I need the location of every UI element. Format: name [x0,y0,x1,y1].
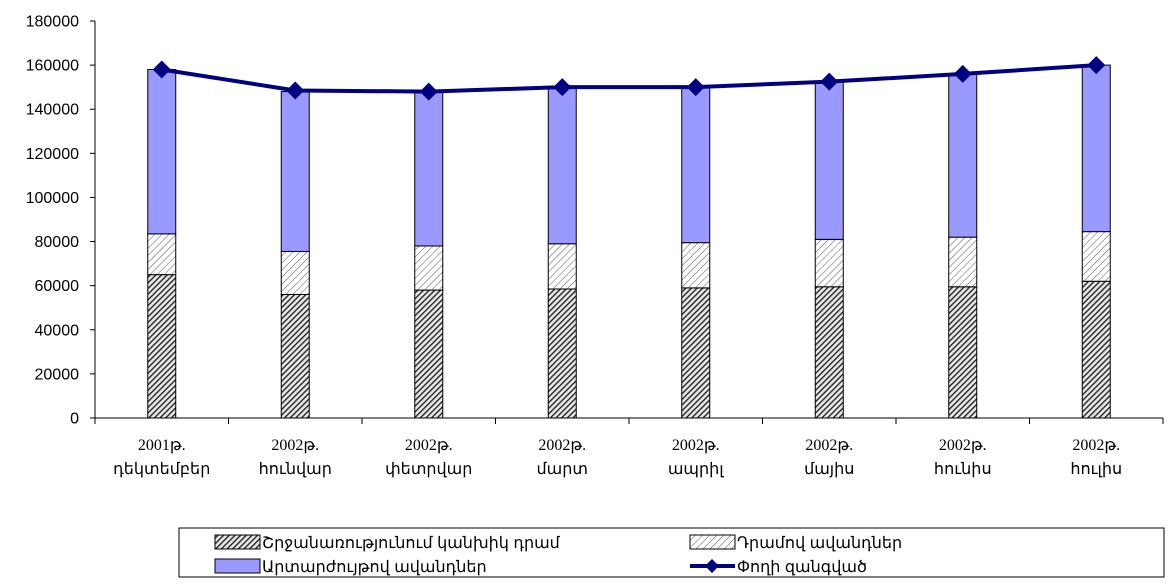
line-point [553,78,572,97]
bar-segment-series0-cat2 [414,289,444,419]
bar-segment-series1-cat3 [547,243,577,290]
plot-area [147,56,1111,419]
bar-segment-series1-cat0 [147,233,177,276]
x-tick-label: 2002թ. [672,437,720,454]
x-tick-label: հունվար [259,461,332,478]
legend-swatch [214,558,261,574]
bar-segment-series1-cat5 [814,238,844,288]
legend-label: Շրջանառությունում կանխիկ դրամ [262,535,561,552]
legend-marker [705,559,719,573]
legend-swatch [689,534,736,550]
x-tick-label: փետրվար [385,461,472,478]
x-tick-label: 2002թ. [271,437,319,454]
y-tick-label: 100000 [26,190,79,207]
x-tick-label: մարտ [537,461,588,478]
bar-segment-series0-cat0 [147,274,177,419]
bar-segment-series2-cat0 [147,69,177,235]
legend-label: Արտարժույթով ավանդներ [262,559,487,576]
bar-segment-series0-cat3 [547,288,577,419]
y-tick-label: 60000 [35,278,80,295]
y-tick-label: 80000 [35,234,80,251]
bar-segment-series2-cat5 [814,81,844,240]
y-tick-label: 0 [70,411,79,428]
bar-segment-series0-cat5 [814,286,844,419]
bar-segment-series1-cat2 [414,245,444,291]
y-tick-label: 140000 [26,102,79,119]
bar-segment-series0-cat7 [1081,280,1111,419]
legend-label: Դրամով ավանդներ [737,535,902,552]
y-tick-label: 160000 [26,58,79,75]
legend-box [178,527,1165,578]
y-tick-label: 40000 [35,322,80,339]
x-tick-label: 2002թ. [1072,437,1120,454]
x-tick-label: ապրիլ [668,461,724,478]
axes: 0 20000 40000 60000 80000 100000 120000 140000 1… [26,14,1164,478]
bar-segment-series2-cat3 [547,86,577,245]
line-point [419,82,438,101]
x-tick-label: 2002թ. [405,437,453,454]
bar-segment-series2-cat6 [948,73,978,238]
x-tick-label: հուլիս [1070,461,1122,478]
bar-segment-series2-cat2 [414,91,444,247]
line-point [152,60,171,79]
line-point [286,81,305,100]
x-tick-label: 2002թ. [939,437,987,454]
x-tick-label: մայիս [804,461,854,478]
y-tick-label: 20000 [35,366,80,383]
bar-segment-series1-cat4 [681,242,711,289]
x-tick-label: 2002թ. [805,437,853,454]
line-point [820,72,839,91]
y-tick-label: 180000 [26,14,79,31]
legend: Շրջանառությունում կանխիկ դրամ Դրամով ավան… [178,527,1165,578]
bar-segment-series2-cat1 [280,91,310,252]
bar-segment-series1-cat1 [280,250,310,295]
line-point [953,64,972,83]
series-line-0 [161,63,1097,94]
bar-segment-series1-cat7 [1081,231,1111,282]
legend-swatch [214,534,261,550]
bar-segment-series0-cat4 [681,287,711,419]
line-point [1087,56,1106,75]
bar-segment-series2-cat7 [1081,64,1111,233]
y-tick-label: 120000 [26,146,79,163]
legend-label: Փողի զանգված [737,559,867,576]
bar-segment-series0-cat1 [280,293,310,419]
bar-segment-series0-cat6 [948,286,978,419]
x-tick-label: 2002թ. [538,437,586,454]
x-tick-label: 2001թ. [138,437,186,454]
x-tick-label: հունիս [934,461,992,478]
bar-segment-series2-cat4 [681,86,711,244]
line-point [686,78,705,97]
x-tick-label: դեկտեմբեր [113,461,210,478]
bar-segment-series1-cat6 [948,236,978,288]
